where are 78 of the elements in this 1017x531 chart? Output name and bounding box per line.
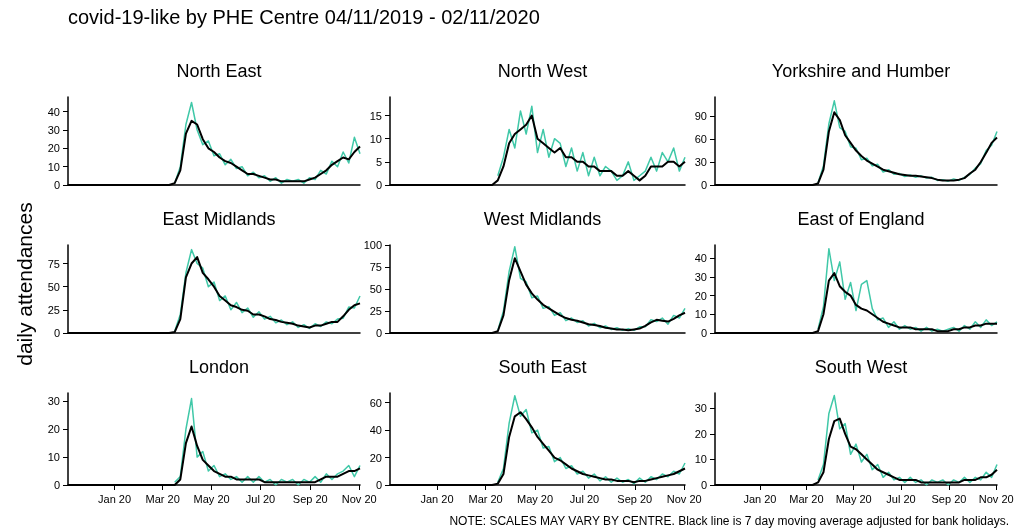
chart-title: South West [814, 357, 908, 377]
y-tick-label: 100 [363, 239, 382, 251]
y-tick-label: 0 [53, 479, 60, 491]
y-tick-label: 10 [47, 160, 60, 173]
y-tick-label: 20 [47, 142, 60, 155]
x-tick-label: Jan 20 [98, 492, 132, 505]
y-tick-label: 10 [369, 132, 382, 145]
line-series [173, 397, 361, 486]
x-tick-label: Sep 20 [617, 492, 653, 505]
chart-title: South East [498, 357, 587, 377]
text: NOTE: SCALES MAY VARY BY CENTRE. Black line is 7 day moving average adjusted for bank holidays. [449, 514, 1009, 528]
x-tick-label: Sep 20 [292, 492, 328, 505]
y-tick-label: 40 [47, 105, 60, 118]
y-tick-label: 5 [375, 155, 382, 168]
y-tick-label: 30 [47, 124, 60, 136]
chart-title: London [188, 357, 250, 377]
y-tick-label: 25 [369, 305, 382, 317]
x-tick-label: May 20 [835, 492, 872, 505]
x-tick-label: Nov 20 [666, 492, 702, 505]
y-tick-label: 30 [47, 395, 60, 408]
y-tick-label: 50 [47, 280, 60, 293]
y-tick-label: 15 [369, 109, 382, 122]
x-tick-label: Jan 20 [743, 492, 777, 505]
y-tick-label: 0 [53, 179, 60, 191]
y-tick-label: 0 [700, 327, 707, 339]
y-tick-label: 0 [375, 327, 382, 339]
y-tick-label: 60 [369, 396, 382, 409]
text: covid-19-like by PHE Centre 04/11/2019 - 02/11/2020 [68, 6, 540, 29]
line-series [817, 247, 998, 332]
y-tick-label: 10 [694, 453, 707, 466]
x-tick-label: Nov 20 [341, 492, 377, 505]
y-tick-label: 0 [375, 179, 382, 191]
x-tick-label: May 20 [193, 492, 230, 505]
y-tick-label: 75 [47, 257, 60, 270]
line-series [173, 101, 361, 184]
y-tick-label: 20 [694, 427, 707, 440]
chart-title: East Midlands [162, 209, 276, 229]
line-series [817, 100, 998, 184]
x-tick-label: Mar 20 [468, 492, 503, 505]
y-tick-label: 90 [694, 110, 707, 123]
line-series [817, 394, 998, 486]
line-series [497, 246, 686, 332]
y-tick-label: 0 [53, 327, 60, 339]
y-tick-label: 30 [694, 156, 707, 169]
x-tick-label: Sep 20 [931, 492, 967, 505]
line-series [173, 248, 361, 332]
x-tick-label: Jul 20 [886, 492, 916, 505]
y-tick-label: 10 [47, 451, 60, 464]
y-tick-label: 0 [375, 479, 382, 491]
y-tick-label: 30 [694, 270, 707, 283]
y-tick-label: 20 [694, 289, 707, 302]
x-tick-label: Mar 20 [145, 492, 180, 505]
y-tick-label: 0 [700, 479, 707, 491]
x-tick-label: Jan 20 [420, 492, 454, 505]
x-tick-label: May 20 [517, 492, 554, 505]
chart-title: Yorkshire and Humber [771, 61, 951, 81]
line-series [497, 105, 686, 182]
x-tick-label: Jul 20 [245, 492, 276, 505]
chart-title: West Midlands [483, 209, 602, 229]
y-tick-label: 30 [694, 402, 707, 415]
y-tick-label: 25 [47, 303, 60, 316]
y-tick-label: 0 [700, 179, 707, 191]
x-tick-label: Mar 20 [789, 492, 824, 505]
y-tick-label: 50 [369, 283, 382, 295]
line-series [497, 395, 686, 485]
chart-title: North East [176, 61, 262, 81]
y-tick-label: 10 [694, 308, 707, 321]
y-tick-label: 75 [369, 261, 382, 273]
y-tick-label: 20 [47, 423, 60, 436]
chart-title: North West [497, 61, 588, 81]
y-axis-title: daily attendances [13, 201, 37, 368]
y-tick-label: 40 [369, 424, 382, 437]
x-tick-label: Jul 20 [569, 492, 600, 505]
y-tick-label: 20 [369, 451, 382, 464]
x-tick-label: Nov 20 [978, 492, 1014, 505]
chart-title: East of England [797, 209, 925, 229]
y-tick-label: 60 [694, 133, 707, 146]
y-tick-label: 40 [694, 252, 707, 265]
